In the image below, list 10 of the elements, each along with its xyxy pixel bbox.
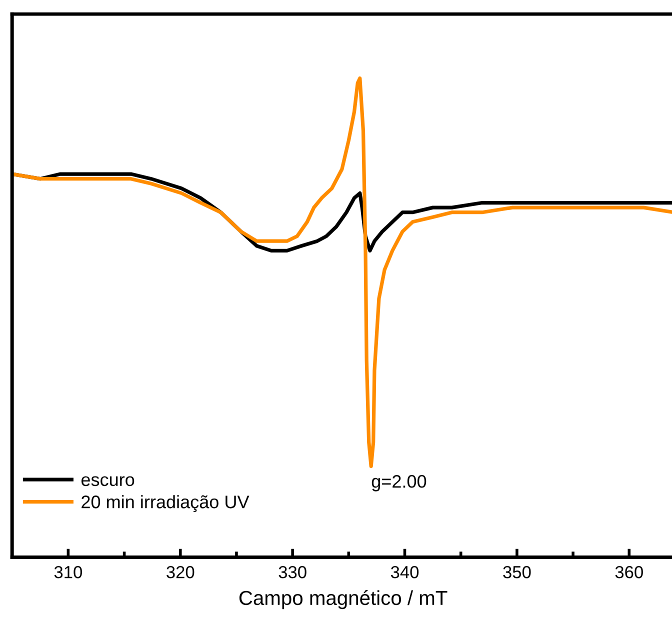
x-tick-label: 340 <box>390 566 419 578</box>
x-axis-title: Campo magnético / mT <box>239 590 448 610</box>
x-tick-label: 350 <box>503 566 531 578</box>
x-tick-label: 310 <box>54 566 82 578</box>
x-tick-label: 360 <box>615 566 643 578</box>
x-tick-label: 330 <box>278 566 306 578</box>
annotation: g=2.00 <box>372 475 426 492</box>
legend-label: escuro <box>81 476 134 486</box>
x-tick-label: 320 <box>166 566 194 578</box>
legend-label: 20 min irradiação UV <box>82 495 250 512</box>
